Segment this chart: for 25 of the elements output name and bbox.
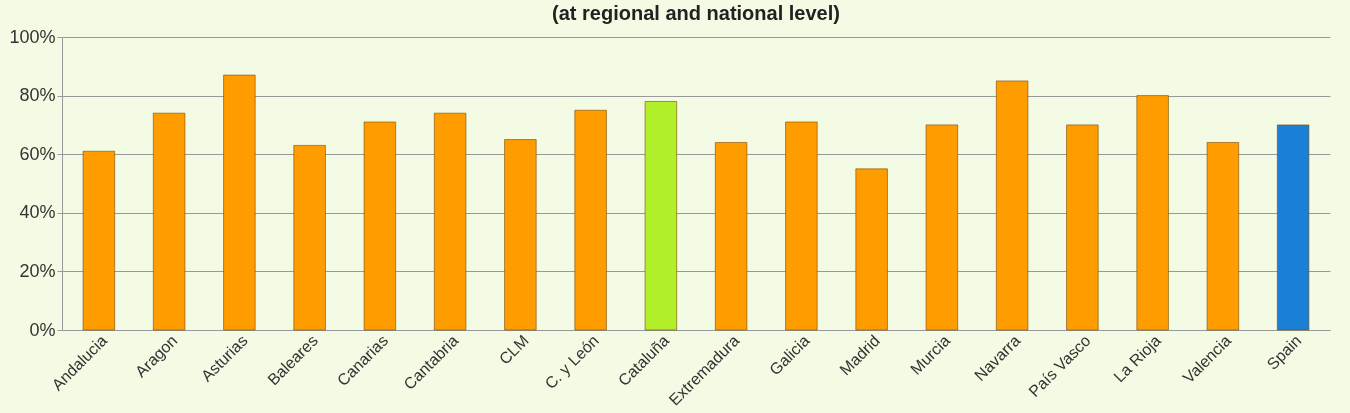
bar — [715, 142, 748, 331]
y-tick-label: 20% — [19, 260, 56, 281]
bar — [855, 168, 888, 331]
bar — [925, 124, 958, 331]
bar — [785, 121, 818, 331]
bar — [644, 101, 677, 331]
bar — [574, 109, 607, 331]
y-tick-label: 80% — [19, 85, 56, 106]
bar — [1066, 124, 1099, 331]
bar — [363, 121, 396, 331]
y-tick-label: 0% — [29, 319, 56, 340]
bar — [434, 112, 467, 331]
bar — [223, 74, 256, 331]
bar — [1206, 142, 1239, 331]
y-tick-label: 60% — [19, 143, 56, 164]
bar — [293, 145, 326, 331]
y-tick-label: 40% — [19, 202, 56, 223]
bar — [1136, 95, 1169, 331]
bar — [82, 150, 115, 331]
bar — [504, 139, 537, 331]
bar — [1277, 124, 1310, 331]
bar — [996, 80, 1029, 331]
y-tick-label: 100% — [9, 26, 56, 47]
bar — [153, 112, 186, 331]
chart-title: (at regional and national level) — [552, 2, 840, 24]
